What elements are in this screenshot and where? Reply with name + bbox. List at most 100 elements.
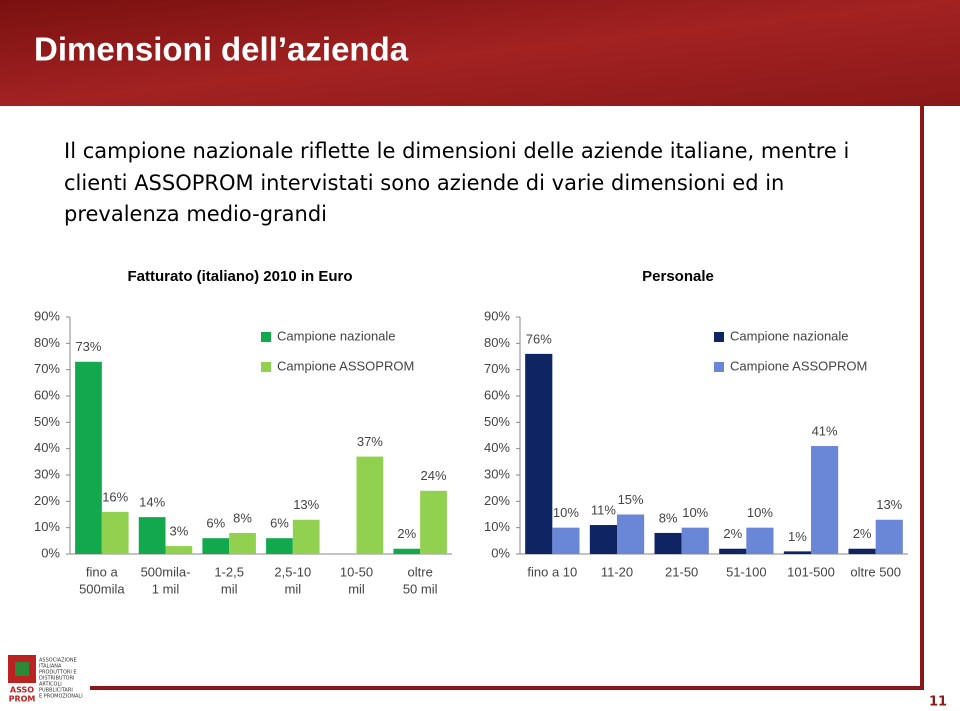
bar [525,353,553,554]
logo-text: DISTRIBUTORI [39,676,75,682]
bar [75,361,102,554]
bar [589,525,617,554]
y-tick-label: 10% [484,519,510,534]
bar [746,527,774,554]
bar [654,532,682,554]
bar [165,546,193,554]
bar [719,548,747,554]
legend-swatch [261,332,271,342]
x-tick-label: oltre [408,564,433,579]
legend-swatch [261,362,271,372]
logo-text: PRODUTTORI E [39,670,77,676]
x-tick-label: 50 mil [403,581,438,596]
legend-label: Campione ASSOPROM [730,358,867,373]
logo-text: ASSOCIAZIONE [39,658,77,664]
legend-swatch [714,332,724,342]
body-text: clienti ASSOPROM intervistati sono azien… [64,171,784,195]
y-tick-label: 80% [484,335,510,350]
value-label: 15% [618,492,644,507]
x-tick-label: 11-20 [601,564,633,579]
bar [138,517,166,554]
legend-swatch [714,362,724,372]
logo-mark: PROM [9,695,36,704]
value-label: 10% [682,505,708,520]
value-label: 76% [526,331,552,346]
y-tick-label: 30% [34,466,60,481]
x-tick-label: 21-50 [665,564,698,579]
x-tick-label: oltre 500 [850,564,901,579]
bar [101,511,129,554]
logo-text: PUBBLICITARI [39,688,73,694]
value-label: 2% [853,526,872,541]
x-tick-label: 51-100 [726,564,766,579]
y-tick-label: 70% [34,361,60,376]
bar [420,490,447,554]
bar [202,538,230,554]
x-tick-label: 1-2,5 [214,564,244,579]
value-label: 2% [723,526,742,541]
logo-text: ITALIANA [39,664,62,670]
y-tick-label: 60% [34,387,60,402]
header-band [0,0,960,106]
value-label: 73% [75,339,101,354]
value-label: 8% [233,510,252,525]
bar [356,456,384,554]
bar [292,519,320,554]
legend-label: Campione nazionale [277,328,396,343]
body-text: prevalenza medio-grandi [64,202,327,226]
bar [875,519,903,554]
legend-label: Campione ASSOPROM [277,358,414,373]
y-tick-label: 40% [484,440,510,455]
y-tick-label: 60% [484,387,510,402]
bar [617,514,645,554]
y-tick-label: 20% [484,493,510,508]
bar [229,532,256,554]
logo-text: E PROMOZIONALI [39,694,83,700]
value-label: 10% [553,505,579,520]
x-tick-label: 1 mil [152,581,180,596]
y-tick-label: 70% [484,361,510,376]
x-tick-label: 101-500 [787,564,835,579]
value-label: 10% [747,505,773,520]
y-tick-label: 40% [34,440,60,455]
value-label: 41% [812,423,838,438]
value-label: 8% [659,510,678,525]
logo-text: ARTICOLI [39,682,62,688]
x-tick-label: mil [221,581,238,596]
body-text: Il campione nazionale riflette le dimens… [64,139,849,163]
bar [266,538,293,554]
x-tick-label: 500mila- [141,564,191,579]
value-label: 13% [876,497,902,512]
value-label: 37% [357,434,383,449]
value-label: 16% [102,489,128,504]
y-tick-label: 20% [34,493,60,508]
value-label: 6% [270,516,289,531]
y-tick-label: 90% [34,308,60,323]
value-label: 14% [139,495,165,510]
value-label: 1% [788,529,807,544]
x-tick-label: 10-50 [340,564,373,579]
value-label: 13% [293,497,319,512]
logo: ASSO PROM ASSOCIAZIONE ITALIANA PRODUTTO… [8,655,83,704]
x-tick-label: fino a [86,564,119,579]
y-tick-label: 80% [34,335,60,350]
y-tick-label: 10% [34,519,60,534]
y-tick-label: 0% [41,545,60,560]
x-tick-label: 500mila [79,581,125,596]
bar [783,551,811,554]
x-tick-label: mil [348,581,365,596]
bar [811,446,839,554]
bar [848,548,876,554]
x-tick-label: mil [285,581,302,596]
legend-label: Campione nazionale [730,328,849,343]
page-number: 11 [929,695,947,710]
slide-title: Dimensioni dell’azienda [34,31,409,68]
y-tick-label: 30% [484,466,510,481]
value-label: 6% [206,516,225,531]
value-label: 24% [421,468,447,483]
y-tick-label: 50% [484,414,510,429]
y-tick-label: 0% [491,545,510,560]
value-label: 2% [397,526,416,541]
bar [552,527,580,554]
